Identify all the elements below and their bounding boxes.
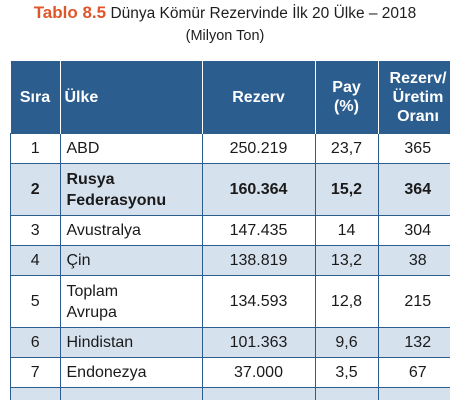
cell-pay: 15,2: [314, 163, 379, 216]
table-number: Tablo 8.5: [33, 3, 107, 22]
cell-rezerv: 160.364: [201, 163, 316, 216]
coal-reserve-table: Sıra Ülke Rezerv Pay (%) Rezerv/ Üretim …: [10, 61, 450, 400]
cell-pay: 3,5: [314, 357, 379, 388]
table-row-cut-off: [10, 387, 450, 400]
cell-ulke: Rusya Federasyonu: [59, 163, 203, 216]
cell-empty: [377, 387, 450, 400]
cell-ulke-line1: Rusya: [66, 170, 115, 188]
cell-sira: 4: [10, 245, 61, 276]
header-rezerv: Rezerv: [202, 61, 316, 134]
table-unit: (Milyon Ton): [185, 28, 265, 44]
cell-rezerv: 250.219: [201, 133, 316, 164]
cell-pay: 13,2: [314, 245, 379, 276]
cell-ulke-line1: Toplam: [66, 282, 119, 300]
caption-title-line: Tablo 8.5 Dünya Kömür Rezervinde İlk 20 …: [0, 2, 450, 25]
cell-ulke: Çin: [59, 245, 203, 276]
cell-oran: 215: [377, 275, 450, 328]
table-row: 1 ABD 250.219 23,7 365: [10, 133, 450, 164]
table-row: 6 Hindistan 101.363 9,6 132: [10, 327, 450, 358]
table-row: 7 Endonezya 37.000 3,5 67: [10, 357, 450, 388]
cell-sira: 6: [10, 327, 61, 358]
cell-empty: [10, 387, 61, 400]
cell-empty: [59, 387, 203, 400]
cell-ulke: Avustralya: [59, 215, 203, 246]
cell-oran: 304: [377, 215, 450, 246]
cell-oran: 67: [377, 357, 450, 388]
cell-sira: 5: [10, 275, 61, 328]
cell-ulke: Toplam Avrupa: [59, 275, 203, 328]
cell-rezerv: 138.819: [201, 245, 316, 276]
cell-pay: 23,7: [314, 133, 379, 164]
table-title: Dünya Kömür Rezervinde İlk 20 Ülke – 201…: [110, 5, 417, 22]
cell-rezerv: 101.363: [201, 327, 316, 358]
table-row: 2 Rusya Federasyonu 160.364 15,2 364: [10, 163, 450, 216]
cell-ulke: ABD: [59, 133, 203, 164]
header-oran-line3: Oranı: [397, 107, 439, 125]
cell-oran: 38: [377, 245, 450, 276]
cell-ulke: Endonezya: [59, 357, 203, 388]
header-pay-line2: (%): [334, 98, 359, 115]
cell-rezerv: 147.435: [201, 215, 316, 246]
cell-rezerv: 37.000: [201, 357, 316, 388]
cell-ulke: Hindistan: [59, 327, 203, 358]
cell-oran: 365: [377, 133, 450, 164]
cell-ulke-line2: Avrupa: [66, 303, 117, 321]
cell-pay: 9,6: [314, 327, 379, 358]
header-row: Sıra Ülke Rezerv Pay (%) Rezerv/ Üretim …: [10, 61, 450, 134]
cell-empty: [201, 387, 316, 400]
cell-rezerv: 134.593: [201, 275, 316, 328]
table-row: 4 Çin 138.819 13,2 38: [10, 245, 450, 276]
table-row: 5 Toplam Avrupa 134.593 12,8 215: [10, 275, 450, 328]
header-pay-line1: Pay: [332, 79, 361, 96]
header-oran-line2: Üretim: [392, 88, 444, 106]
header-sira: Sıra: [10, 61, 61, 134]
table-caption: Tablo 8.5 Dünya Kömür Rezervinde İlk 20 …: [0, 2, 450, 47]
cell-sira: 3: [10, 215, 61, 246]
cell-ulke-line2: Federasyonu: [66, 191, 167, 209]
cell-empty: [314, 387, 379, 400]
header-ulke: Ülke: [60, 61, 203, 134]
header-pay: Pay (%): [315, 61, 379, 134]
cell-oran: 132: [377, 327, 450, 358]
cell-sira: 1: [10, 133, 61, 164]
cell-sira: 7: [10, 357, 61, 388]
cell-sira: 2: [10, 163, 61, 216]
table-row: 3 Avustralya 147.435 14 304: [10, 215, 450, 246]
cell-pay: 14: [314, 215, 379, 246]
header-oran: Rezerv/ Üretim Oranı: [378, 61, 450, 134]
header-oran-line1: Rezerv/: [389, 69, 447, 87]
cell-oran: 364: [377, 163, 450, 216]
cell-pay: 12,8: [314, 275, 379, 328]
